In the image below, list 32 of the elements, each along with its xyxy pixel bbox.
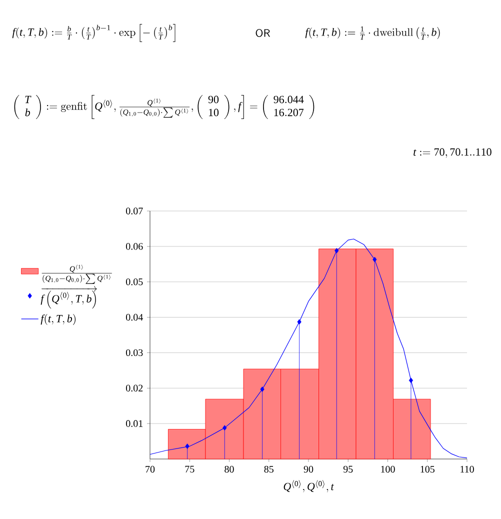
text: $\left(\begin{array}{c}T\\ b\end{array}\right) := \mathrm{genfit}\left[Q^{\langle 0\rangle},\frac{Q^{\langle 1\rangle}}{\left(Q_{1,0}-Q_{0,0}\right)\cdot\sum Q^{\langle 1\rangle}},\left(\begin{array}{c}90\\ 10\end{array}\right),f\right] = \left(\begin{array}{c}96.044\\ 16.207\end{array}\right)$ (14, 94, 314, 119)
y-tick-label: 0.04 (126, 314, 143, 321)
x-axis-title: $Q^{\langle 0\rangle}, Q^{\langle 0\rangle}, t$ (284, 480, 334, 492)
x-tick-label: 105 (420, 466, 434, 473)
x-tick-label: 80 (224, 466, 234, 473)
point (222, 425, 227, 431)
x-tick-label: 75 (185, 466, 194, 473)
legend-label: $f(t,T,b)$ (40, 314, 76, 325)
text: $\mathsf{OR}$ (256, 28, 270, 38)
x-tick-label: 85 (264, 466, 274, 473)
point (185, 444, 190, 449)
text: $f(t,T,b) := \frac{1}{T}\cdot\mathrm{dweibull}\left(\frac{t}{T},b\right)$ (305, 26, 440, 40)
y-tick-label: 0.07 (126, 208, 143, 214)
x-tick-label: 110 (460, 466, 474, 473)
point (297, 319, 302, 325)
x-tick-label: 100 (381, 466, 395, 473)
y-tick-label: 0.01 (126, 420, 143, 427)
text: $f(t,T,b) := \frac{b}{T}\cdot\left(\frac{t}{T}\right)^{b-1}\cdot\exp\left[-\left(\frac{t}{T}\right)^{b}\right]$ (12, 24, 176, 42)
y-tick-label: 0.03 (126, 349, 143, 356)
text: $t := 70, 70.1 .. 110$ (414, 148, 492, 158)
y-tick-label: 0.02 (126, 384, 143, 392)
x-tick-label: 70 (146, 466, 155, 473)
point (408, 378, 414, 384)
legend-label: $\overrightarrow{f\left(Q^{\langle 0\rangle},T,b\right)}$ (40, 286, 98, 309)
point (334, 248, 339, 254)
y-tick-label: 0.05 (126, 278, 143, 286)
y-tick-label: 0.06 (126, 243, 143, 250)
x-tick-label: 95 (343, 466, 353, 473)
point (372, 256, 377, 262)
x-tick-label: 90 (304, 466, 314, 473)
point (260, 386, 264, 392)
legend-label: $\frac{Q^{\langle 1\rangle}}{\left(Q_{1,0}-Q_{0,0}\right)\cdot\sum Q^{\langle 1\rangle}}$ (42, 264, 112, 284)
